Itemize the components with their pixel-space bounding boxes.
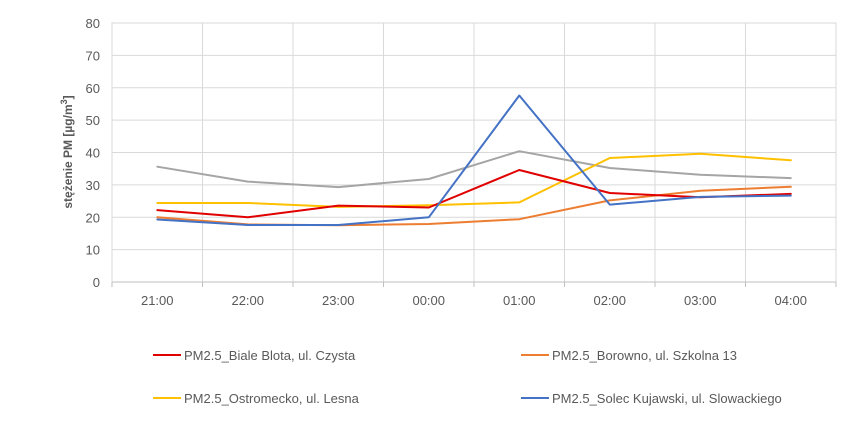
y-tick-label: 30 (86, 178, 100, 193)
series-line (156, 94, 792, 226)
legend-label: PM2.5_Borowno, ul. Szkolna 13 (552, 348, 737, 363)
legend-item: PM2.5_Borowno, ul. Szkolna 13 (521, 348, 737, 363)
legend-item: PM2.5_Biale Blota, ul. Czysta (153, 348, 356, 363)
x-tick-label: 02:00 (593, 293, 626, 308)
x-tick-label: 21:00 (141, 293, 174, 308)
y-tick-label: 80 (86, 16, 100, 31)
y-tick-label: 40 (86, 146, 100, 161)
legend-label: PM2.5_Ostromecko, ul. Lesna (184, 391, 360, 406)
y-tick-label: 10 (86, 243, 100, 258)
y-tick-label: 20 (86, 210, 100, 225)
legend-item: PM2.5_Solec Kujawski, ul. Slowackiego (521, 391, 782, 406)
y-tick-label: 50 (86, 113, 100, 128)
y-axis-title-suffix: ] (61, 95, 75, 99)
y-tick-label: 60 (86, 81, 100, 96)
y-axis-title: stężenie PM [µg/m3] (59, 95, 75, 208)
series-line (156, 169, 792, 219)
axes: 0 10 20 30 40 50 60 70 80 21:00 22:00 23:00 00:00 01:… (86, 16, 837, 308)
x-tick-label: 23:00 (322, 293, 355, 308)
legend: PM2.5_Biale Blota, ul. Czysta PM2.5_Borow… (153, 348, 782, 406)
y-tick-label: 0 (93, 275, 100, 290)
gridlines (111, 22, 837, 283)
x-tick-label: 04:00 (774, 293, 807, 308)
x-tick-label: 22:00 (231, 293, 264, 308)
legend-label: PM2.5_Solec Kujawski, ul. Slowackiego (552, 391, 782, 406)
series-lines (156, 94, 792, 227)
legend-label: PM2.5_Biale Blota, ul. Czysta (184, 348, 356, 363)
series-line (156, 152, 792, 208)
x-tick-label: 00:00 (412, 293, 445, 308)
y-tick-label: 70 (86, 48, 100, 63)
series-line (156, 150, 792, 189)
legend-item: PM2.5_Ostromecko, ul. Lesna (153, 391, 360, 406)
y-axis-title-superscript: 3 (59, 99, 69, 104)
x-tick-label: 03:00 (684, 293, 717, 308)
x-tick-label: 01:00 (503, 293, 536, 308)
